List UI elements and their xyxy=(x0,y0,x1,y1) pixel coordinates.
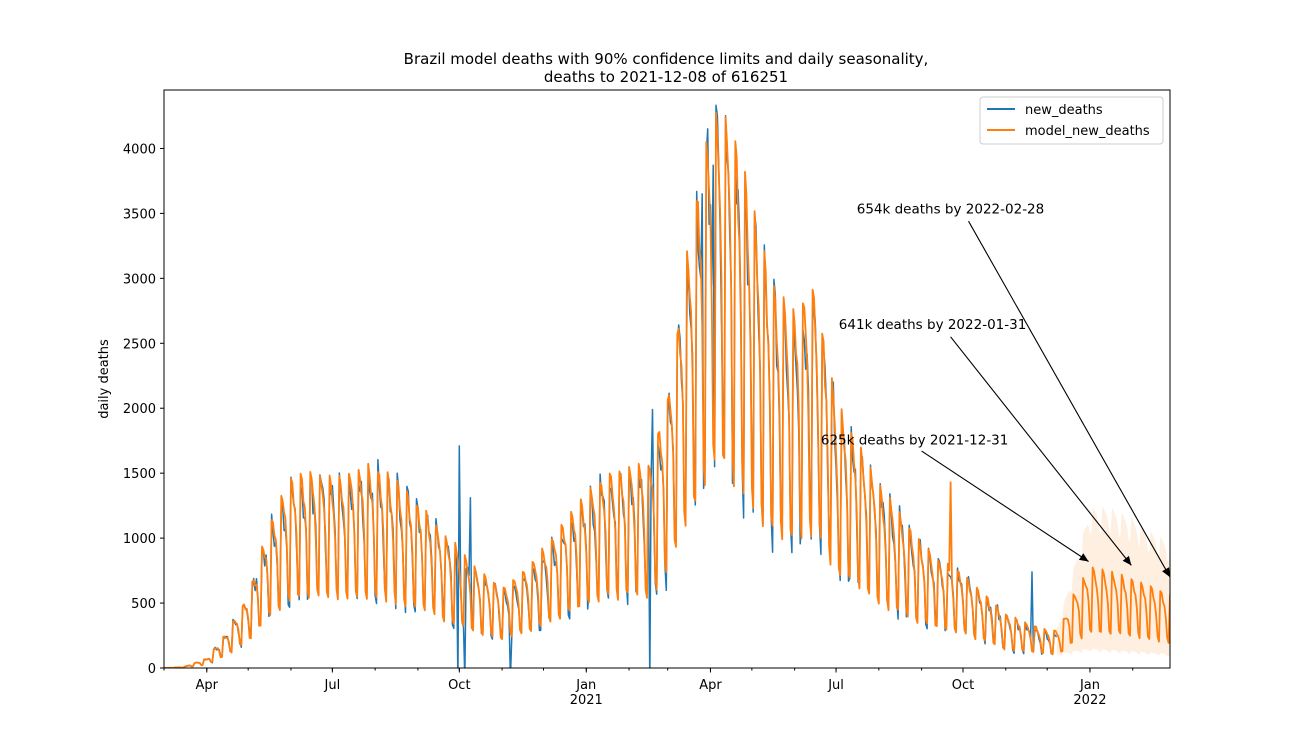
chart-title-line2: deaths to 2021-12-08 of 616251 xyxy=(544,68,788,86)
x-tick-label-2: Oct xyxy=(448,678,470,693)
annotation-arrow-0 xyxy=(921,450,1089,562)
x-tick-sublabel-7: 2022 xyxy=(1073,693,1106,708)
annotation-text-0: 625k deaths by 2021-12-31 xyxy=(821,433,1009,449)
annotation-arrowhead-0 xyxy=(1078,553,1089,562)
series-layer xyxy=(164,104,1170,668)
x-tick-label-6: Oct xyxy=(952,678,974,693)
y-tick-label-0: 0 xyxy=(148,662,156,677)
y-tick-label-2000: 2000 xyxy=(123,402,156,417)
plot-frame xyxy=(163,89,1171,669)
annotation-text-1: 641k deaths by 2022-01-31 xyxy=(839,317,1027,333)
y-tick-label-500: 500 xyxy=(131,597,156,612)
legend-label-new-deaths: new_deaths xyxy=(1025,103,1103,118)
x-tick-sublabel-3: 2021 xyxy=(570,693,603,708)
y-tick-label-4000: 4000 xyxy=(123,142,156,157)
y-axis: 0 500 1000 1500 2000 2500 3000 3500 4000 xyxy=(123,142,164,677)
annotation-arrow-2 xyxy=(968,220,1171,578)
legend-box xyxy=(979,96,1164,145)
legend: new_deaths model_new_deaths xyxy=(979,96,1164,145)
series-line-model-new-deaths xyxy=(164,111,1170,668)
series-line-new-deaths xyxy=(164,104,1058,668)
legend-label-model-new-deaths: model_new_deaths xyxy=(1025,124,1150,139)
x-tick-label-7: Jan xyxy=(1079,678,1100,693)
annotation-arrowhead-2 xyxy=(1162,567,1170,578)
x-tick-label-0: Apr xyxy=(196,678,219,693)
y-tick-label-3000: 3000 xyxy=(123,272,156,287)
annotation-arrowhead-1 xyxy=(1122,555,1132,566)
y-axis-label: daily deaths xyxy=(97,339,112,419)
y-tick-label-2500: 2500 xyxy=(123,337,156,352)
y-tick-label-3500: 3500 xyxy=(123,207,156,222)
x-tick-label-1: Jul xyxy=(324,678,341,693)
annotations: 625k deaths by 2021-12-31 641k deaths by … xyxy=(821,201,1171,578)
x-tick-label-3: Jan xyxy=(575,678,596,693)
x-tick-label-4: Apr xyxy=(699,678,722,693)
annotation-arrow-1 xyxy=(950,336,1132,566)
x-tick-label-5: Jul xyxy=(827,678,844,693)
chart-title-line1: Brazil model deaths with 90% confidence … xyxy=(404,50,929,68)
y-tick-label-1500: 1500 xyxy=(123,467,156,482)
y-tick-label-1000: 1000 xyxy=(123,532,156,547)
annotation-text-2: 654k deaths by 2022-02-28 xyxy=(857,201,1045,217)
